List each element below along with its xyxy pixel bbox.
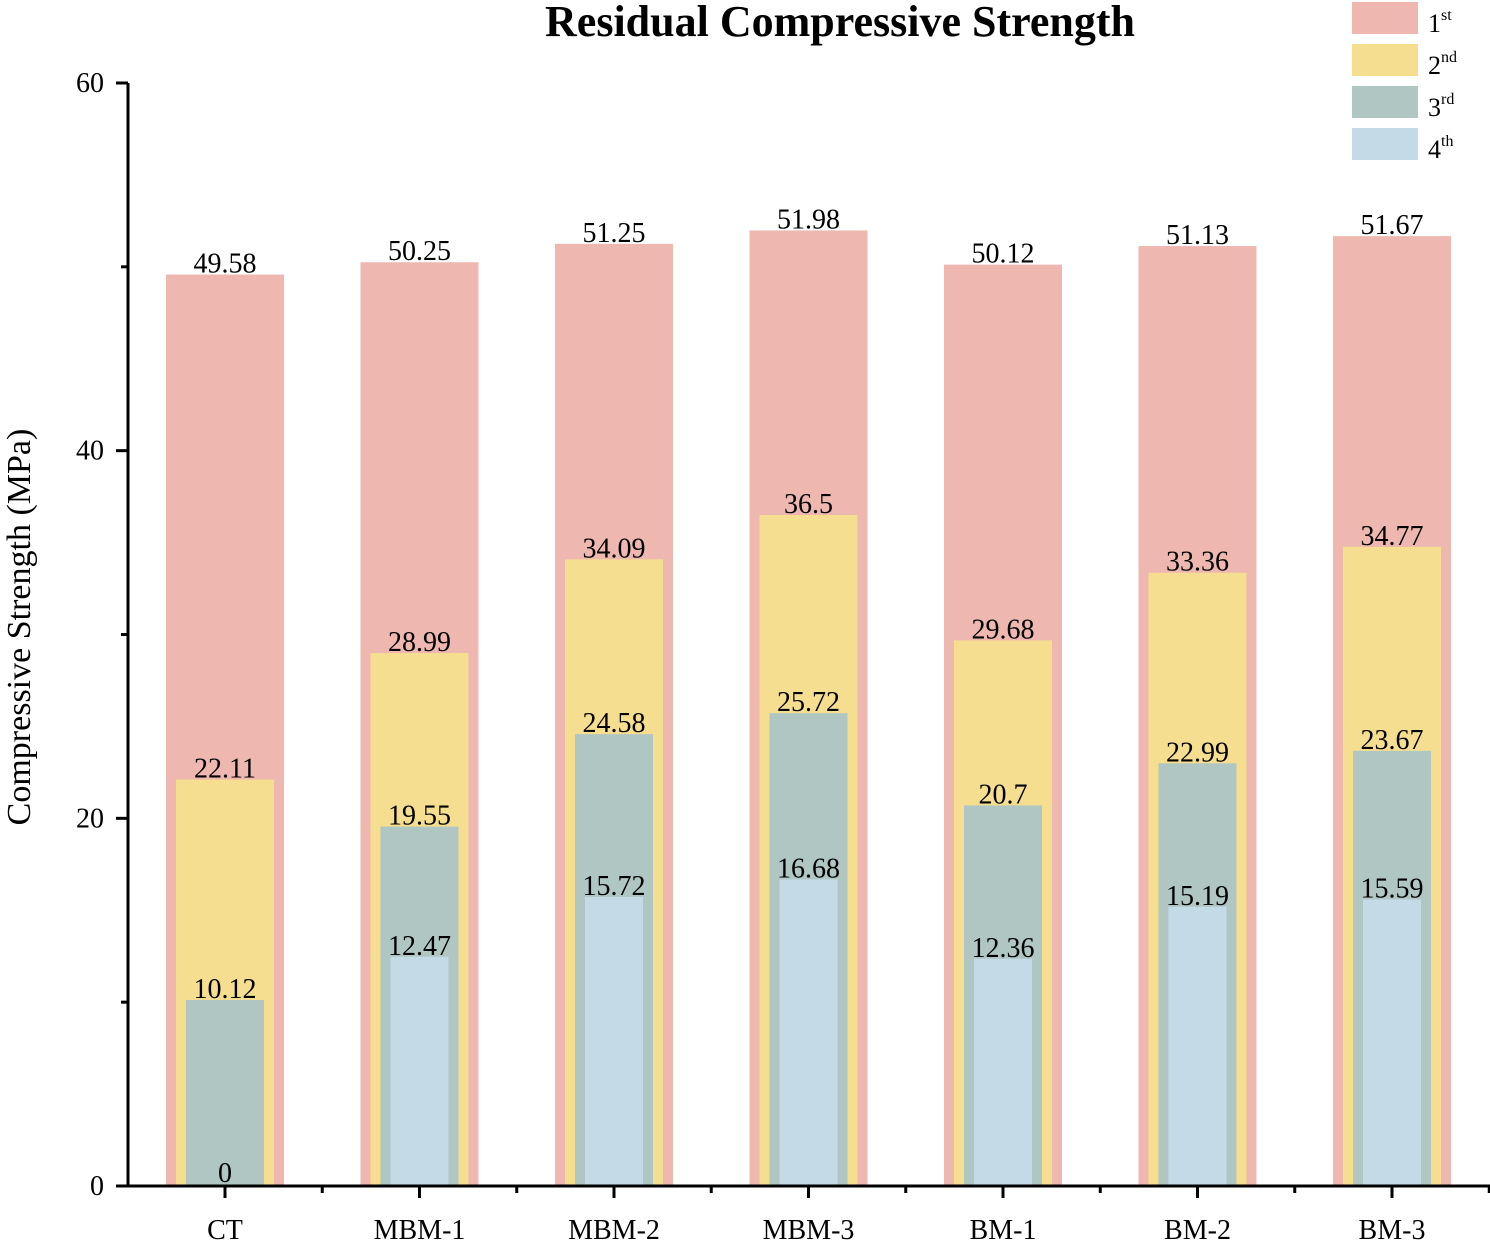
x-tick-label: CT — [207, 1215, 243, 1246]
data-label: 16.68 — [777, 853, 840, 884]
y-tick-label: 20 — [76, 803, 104, 834]
bar-4th-BM-2 — [1168, 906, 1227, 1186]
bar-4th-MBM-3 — [779, 879, 838, 1186]
data-label: 15.19 — [1166, 881, 1229, 912]
legend: 1st 2nd 3rd 4th — [1352, 2, 1457, 164]
y-axis-label: Compressive Strength (MPa) — [1, 429, 38, 826]
data-label: 50.25 — [388, 236, 451, 267]
legend-label-1st: 1st — [1428, 7, 1452, 38]
y-tick-label: 40 — [76, 436, 104, 467]
x-tick-label: MBM-1 — [374, 1215, 466, 1246]
data-label: 49.58 — [194, 249, 257, 280]
data-label: 51.25 — [583, 218, 646, 249]
legend-swatch-3rd — [1352, 86, 1418, 118]
legend-label-2nd: 2nd — [1428, 49, 1457, 80]
data-label: 33.36 — [1166, 547, 1229, 578]
legend-label-4th: 4th — [1428, 133, 1453, 164]
data-label: 36.5 — [784, 489, 833, 520]
data-label: 15.72 — [583, 871, 646, 902]
x-tick-label: MBM-3 — [763, 1215, 855, 1246]
data-label: 29.68 — [972, 614, 1035, 645]
bar-3rd-CT — [186, 999, 264, 1186]
data-label: 28.99 — [388, 627, 451, 658]
data-label: 12.47 — [388, 931, 451, 962]
data-label: 20.7 — [979, 779, 1028, 810]
x-tick-label: BM-3 — [1359, 1215, 1426, 1246]
legend-swatch-1st — [1352, 2, 1418, 34]
y-tick-label: 0 — [90, 1171, 104, 1202]
data-label: 19.55 — [388, 801, 451, 832]
y-tick-label: 60 — [76, 68, 104, 99]
data-label: 51.98 — [777, 204, 840, 235]
x-tick-label: BM-2 — [1164, 1215, 1231, 1246]
data-label: 50.12 — [972, 239, 1035, 270]
data-label: 22.11 — [194, 754, 256, 785]
bar-4th-MBM-1 — [390, 956, 449, 1186]
data-label: 15.59 — [1361, 873, 1424, 904]
x-tick-label: MBM-2 — [568, 1215, 660, 1246]
bar-4th-MBM-2 — [585, 897, 643, 1186]
data-label: 51.13 — [1166, 220, 1229, 251]
data-label: 10.12 — [194, 974, 257, 1005]
legend-swatch-2nd — [1352, 44, 1418, 76]
data-label: 34.77 — [1361, 521, 1424, 552]
data-label: 0 — [218, 1158, 232, 1189]
data-label: 25.72 — [777, 687, 840, 718]
data-label: 34.09 — [583, 533, 646, 564]
data-label: 12.36 — [972, 933, 1035, 964]
x-tick-label: BM-1 — [970, 1215, 1037, 1246]
legend-label-3rd: 3rd — [1428, 91, 1454, 122]
data-label: 51.67 — [1361, 210, 1424, 241]
bar-4th-BM-1 — [974, 958, 1032, 1186]
data-label: 22.99 — [1166, 737, 1229, 768]
chart-title: Residual Compressive Strength — [545, 0, 1135, 46]
data-label: 24.58 — [583, 708, 646, 739]
bar-4th-BM-3 — [1363, 899, 1421, 1186]
data-label: 23.67 — [1361, 725, 1424, 756]
legend-swatch-4th — [1352, 128, 1418, 160]
